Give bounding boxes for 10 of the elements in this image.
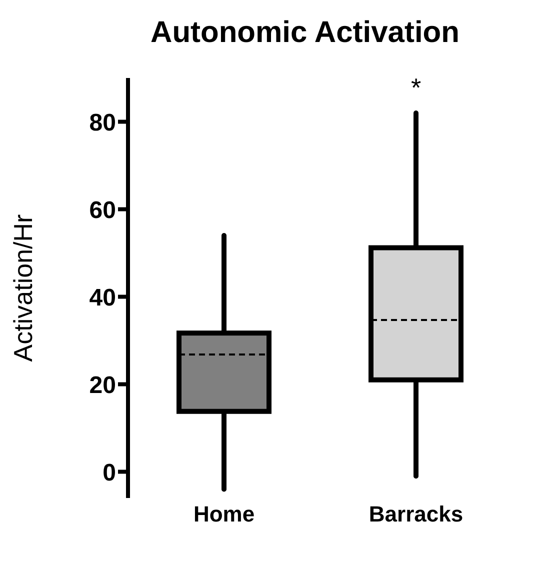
y-tick-label: 20 <box>89 372 116 399</box>
y-tick-label: 80 <box>89 109 116 136</box>
y-tick-label: 0 <box>102 459 116 486</box>
chart-title: Autonomic Activation <box>150 15 460 51</box>
annotation: * <box>410 72 422 102</box>
y-tick-label: 40 <box>89 284 116 312</box>
x-tick-label: Barracks <box>368 502 464 527</box>
y-axis-title: Activation/Hr <box>8 214 38 362</box>
x-tick-label: Home <box>193 502 255 527</box>
y-tick-label: 60 <box>89 196 116 224</box>
